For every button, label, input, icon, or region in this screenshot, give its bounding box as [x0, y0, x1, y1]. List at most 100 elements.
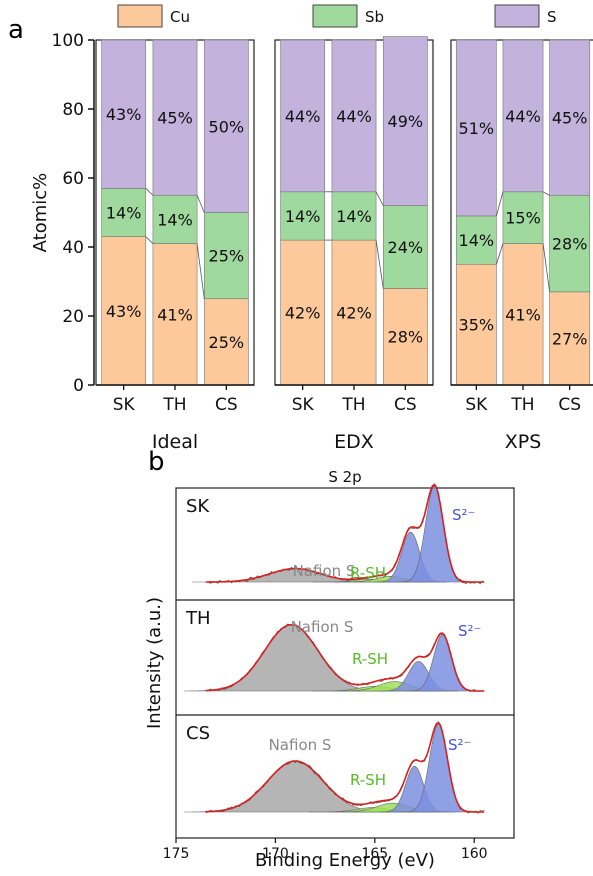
x-tick-label: 170: [262, 846, 289, 862]
x-tick-label: SK: [113, 395, 136, 415]
bar-segment-cu: [280, 239, 326, 386]
s2-label: S²⁻: [452, 506, 475, 524]
nafion-s-label: Nafion S: [291, 618, 354, 636]
bar-segment-sb: [549, 194, 591, 293]
legend-label-s: S: [547, 8, 557, 26]
group-label: Ideal: [152, 431, 198, 453]
bar-segment-s: [549, 39, 591, 196]
connector-line: [196, 243, 205, 299]
y-tick-label: 0: [73, 376, 84, 396]
bar-data-label: 14%: [157, 210, 193, 229]
connector-line: [542, 243, 550, 292]
bar-data-label: 44%: [336, 107, 372, 126]
bar-segment-sb: [280, 191, 326, 241]
y-tick-label: 20: [62, 307, 84, 327]
spectrum-panel-label: CS: [186, 723, 210, 744]
bar-segment-cu: [502, 243, 544, 386]
bar-segment-s: [502, 39, 544, 193]
bar-segment-s: [280, 39, 326, 193]
bar-data-label: 44%: [505, 107, 541, 126]
fit-envelope-line: [205, 721, 485, 813]
bar-data-label: 14%: [285, 207, 321, 226]
fit-envelope-line: [205, 483, 485, 583]
y-axis-label: Intensity (a.u.): [144, 597, 165, 729]
bar-segment-s: [203, 39, 249, 213]
bar-data-label: 14%: [106, 204, 142, 223]
group-label: XPS: [505, 431, 542, 453]
x-tick-label: 175: [163, 846, 190, 862]
spectrum-panel-label: SK: [186, 496, 210, 517]
bar-segment-sb: [203, 212, 249, 300]
legend-swatch-cu: [117, 4, 163, 28]
x-tick-label: SK: [292, 395, 315, 415]
x-tick-label: SK: [465, 395, 488, 415]
legend-label-cu: Cu: [170, 8, 190, 26]
x-tick-label: TH: [341, 395, 365, 415]
bar-segment-cu: [331, 239, 377, 386]
bar-data-label: 51%: [459, 119, 495, 138]
fit-envelope-line: [205, 623, 485, 692]
x-tick-label: 160: [461, 846, 488, 862]
x-tick-label: TH: [162, 395, 186, 415]
bar-data-label: 25%: [209, 247, 245, 266]
connector-line: [145, 236, 154, 244]
spectrum-frame: [175, 487, 515, 839]
x-tick-label: CS: [394, 395, 417, 415]
rsh-label: R-SH: [352, 650, 388, 668]
bar-data-label: 35%: [459, 316, 495, 335]
y-tick-label: 80: [62, 100, 84, 120]
y-tick-label: 60: [62, 169, 84, 189]
bar-segment-cu: [382, 288, 428, 386]
legend-swatch-s: [494, 4, 540, 28]
rsh-label: R-SH: [350, 564, 386, 582]
bar-data-label: 44%: [285, 107, 321, 126]
bar-segment-s: [152, 39, 198, 196]
bar-segment-sb: [101, 188, 147, 237]
bar-data-label: 49%: [388, 112, 424, 131]
connector-line: [196, 195, 205, 213]
x-axis-label: Binding Energy (eV): [255, 850, 435, 871]
bar-data-label: 28%: [552, 235, 588, 254]
x-tick-label: CS: [215, 395, 238, 415]
bar-data-label: 41%: [157, 305, 193, 324]
bar-data-label: 14%: [336, 207, 372, 226]
bar-data-label: 41%: [505, 305, 541, 324]
bar-data-label: 14%: [459, 231, 495, 250]
bar-segment-sb: [331, 191, 377, 241]
bar-data-label: 43%: [106, 302, 142, 321]
spectrum-panel-label: TH: [185, 608, 211, 629]
bar-data-label: 27%: [552, 329, 588, 348]
connector-line: [496, 243, 504, 265]
connector-line: [375, 240, 384, 289]
connector-line: [145, 188, 154, 196]
connector-line: [542, 191, 550, 196]
bar-segment-cu: [203, 298, 249, 386]
s2-label: S²⁻: [448, 736, 471, 754]
bar-segment-s: [382, 36, 428, 206]
bar-data-label: 43%: [106, 105, 142, 124]
bar-data-label: 45%: [552, 109, 588, 128]
panel-a-stacked-bar-chart: Cu Sb S 0 20 40 60 80 100 Atomic% 43% 14% 43% SK 41% 14…: [30, 4, 593, 453]
connector-line: [375, 191, 384, 206]
bar-data-label: 42%: [285, 304, 321, 323]
spectrum-title: S 2p: [328, 468, 361, 486]
bar-data-label: 15%: [505, 209, 541, 228]
bar-data-label: 45%: [157, 109, 193, 128]
y-tick-label: 100: [52, 31, 84, 51]
bar-segment-s: [101, 39, 147, 189]
y-tick-label: 40: [62, 238, 84, 258]
bar-segment-s: [331, 39, 377, 193]
bar-data-label: 42%: [336, 304, 372, 323]
x-tick-label: CS: [558, 395, 581, 415]
panel-b-letter: b: [148, 447, 165, 477]
y-axis-label: Atomic%: [30, 173, 51, 253]
rsh-label: R-SH: [350, 771, 386, 789]
bar-data-label: 50%: [209, 117, 245, 136]
connector-line: [496, 191, 504, 217]
legend-label-sb: Sb: [365, 8, 384, 26]
bar-segment-cu: [455, 263, 497, 386]
group-label: EDX: [334, 431, 374, 453]
x-tick-label: 165: [361, 846, 388, 862]
bar-segment-sb: [382, 205, 428, 289]
